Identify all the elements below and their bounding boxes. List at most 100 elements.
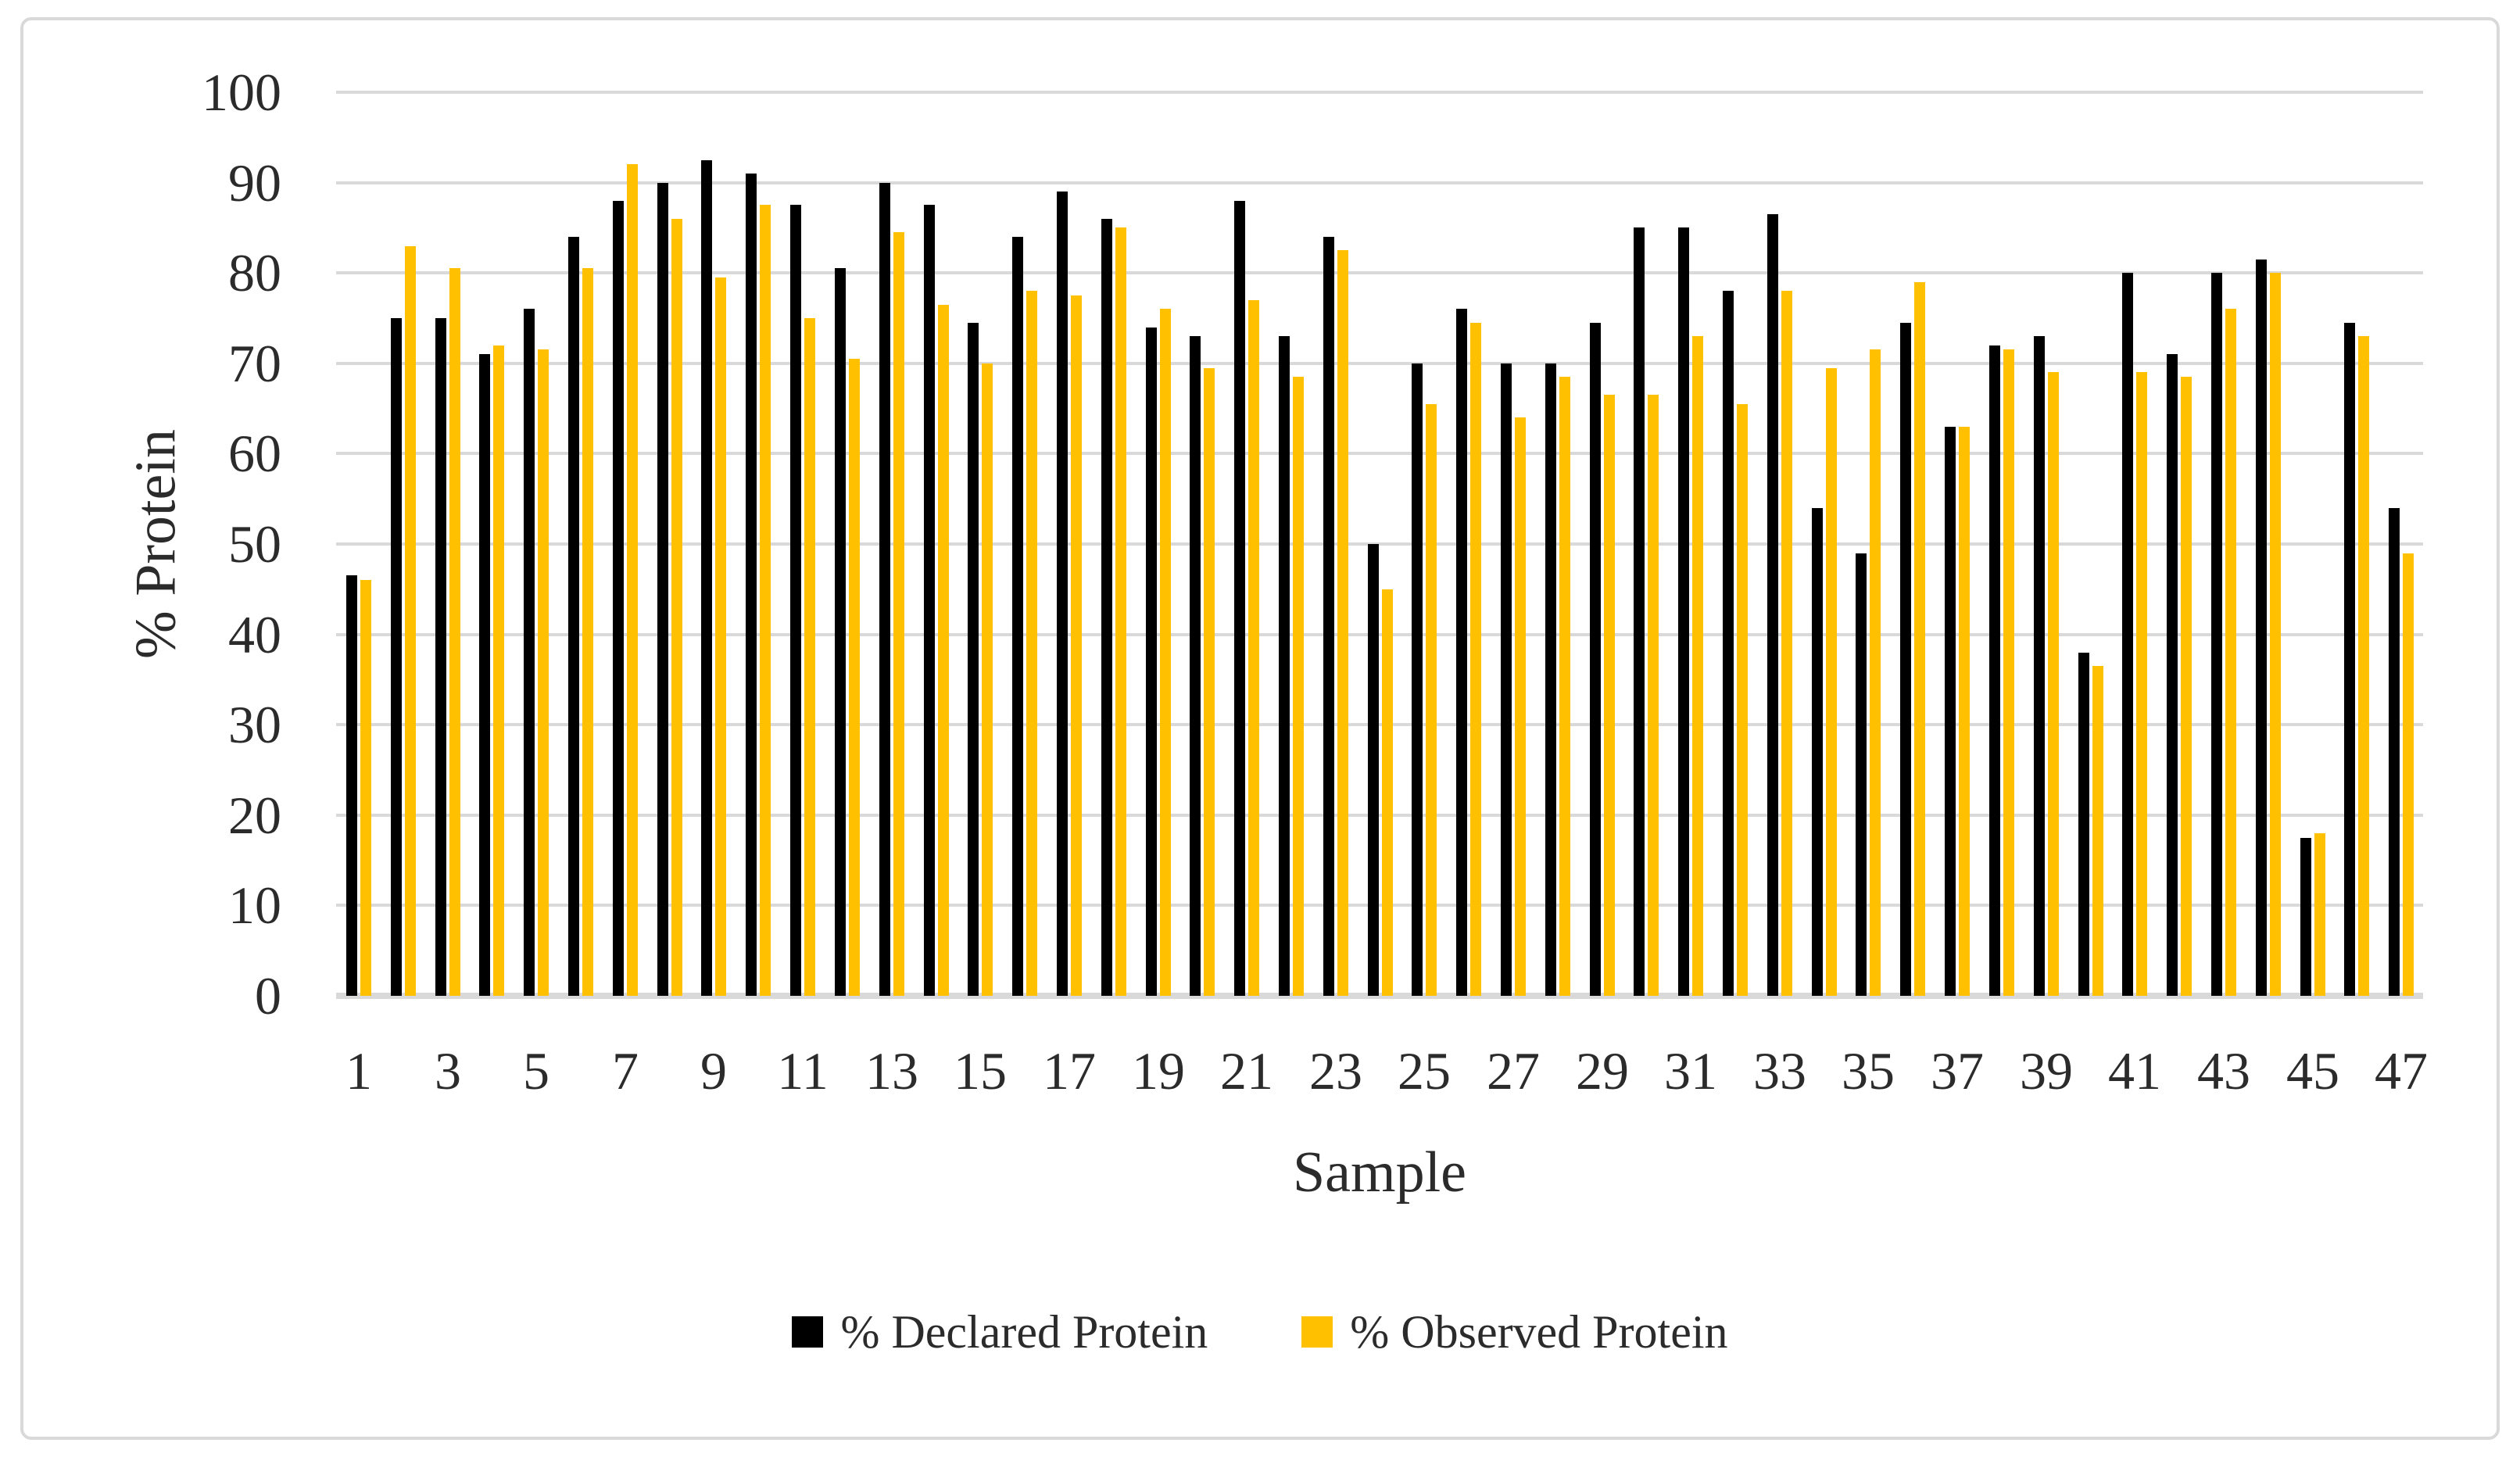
bar-observed-sample-7 bbox=[627, 164, 638, 996]
bar-declared-sample-16 bbox=[1012, 237, 1023, 996]
gridline-80 bbox=[336, 271, 2423, 275]
bar-declared-sample-9 bbox=[701, 160, 712, 996]
x-tick-label-7: 7 bbox=[612, 1041, 639, 1101]
x-tick-label-39: 39 bbox=[2020, 1041, 2073, 1101]
bar-observed-sample-36 bbox=[1914, 282, 1925, 996]
bar-observed-sample-16 bbox=[1026, 291, 1037, 996]
bar-declared-sample-26 bbox=[1456, 309, 1467, 996]
x-tick-label-31: 31 bbox=[1664, 1041, 1717, 1101]
legend-label-observed: % Observed Protein bbox=[1350, 1306, 1728, 1358]
bar-observed-sample-26 bbox=[1470, 323, 1481, 996]
bar-observed-sample-4 bbox=[493, 345, 504, 996]
y-tick-label-30: 30 bbox=[228, 695, 281, 755]
bar-declared-sample-23 bbox=[1323, 237, 1334, 996]
bar-observed-sample-28 bbox=[1559, 377, 1570, 996]
bar-declared-sample-27 bbox=[1501, 363, 1512, 996]
bar-observed-sample-35 bbox=[1870, 349, 1881, 996]
legend-label-declared: % Declared Protein bbox=[840, 1306, 1208, 1358]
x-tick-label-21: 21 bbox=[1220, 1041, 1273, 1101]
bar-observed-sample-23 bbox=[1337, 250, 1348, 996]
bar-declared-sample-41 bbox=[2122, 273, 2133, 996]
x-axis-title: Sample bbox=[1293, 1140, 1466, 1205]
bar-observed-sample-24 bbox=[1382, 589, 1393, 996]
bar-declared-sample-43 bbox=[2211, 273, 2222, 996]
bar-observed-sample-43 bbox=[2225, 309, 2236, 996]
bar-declared-sample-4 bbox=[479, 354, 490, 996]
bar-declared-sample-35 bbox=[1856, 553, 1867, 996]
bar-declared-sample-3 bbox=[435, 318, 446, 996]
bar-observed-sample-42 bbox=[2181, 377, 2192, 996]
bar-observed-sample-47 bbox=[2403, 553, 2414, 996]
bar-observed-sample-40 bbox=[2092, 666, 2103, 996]
bar-declared-sample-6 bbox=[568, 237, 579, 996]
y-tick-label-70: 70 bbox=[228, 333, 281, 393]
plot-area bbox=[336, 91, 2423, 999]
bar-declared-sample-36 bbox=[1900, 323, 1911, 996]
x-tick-label-1: 1 bbox=[345, 1041, 372, 1101]
bar-declared-sample-17 bbox=[1057, 192, 1068, 996]
x-tick-label-19: 19 bbox=[1132, 1041, 1185, 1101]
x-tick-label-45: 45 bbox=[2286, 1041, 2339, 1101]
x-tick-label-13: 13 bbox=[865, 1041, 918, 1101]
gridline-20 bbox=[336, 813, 2423, 817]
x-tick-label-25: 25 bbox=[1398, 1041, 1451, 1101]
x-tick-label-41: 41 bbox=[2108, 1041, 2161, 1101]
bar-declared-sample-33 bbox=[1767, 214, 1778, 996]
bar-declared-sample-15 bbox=[968, 323, 979, 996]
bar-declared-sample-28 bbox=[1545, 363, 1556, 996]
bar-observed-sample-15 bbox=[982, 363, 993, 996]
x-tick-label-27: 27 bbox=[1487, 1041, 1540, 1101]
x-tick-label-35: 35 bbox=[1842, 1041, 1895, 1101]
bar-observed-sample-34 bbox=[1826, 368, 1837, 996]
gridline-60 bbox=[336, 452, 2423, 456]
bar-declared-sample-31 bbox=[1678, 227, 1689, 996]
bar-observed-sample-44 bbox=[2270, 273, 2281, 996]
bar-observed-sample-30 bbox=[1648, 395, 1659, 996]
bar-observed-sample-20 bbox=[1204, 368, 1215, 996]
bar-declared-sample-10 bbox=[746, 174, 757, 996]
bar-declared-sample-5 bbox=[524, 309, 535, 996]
bar-declared-sample-32 bbox=[1723, 291, 1734, 996]
bar-declared-sample-21 bbox=[1234, 201, 1245, 996]
bar-observed-sample-17 bbox=[1071, 295, 1082, 996]
bar-observed-sample-27 bbox=[1515, 417, 1526, 996]
x-tick-label-9: 9 bbox=[700, 1041, 727, 1101]
bar-observed-sample-9 bbox=[715, 277, 726, 996]
y-tick-label-100: 100 bbox=[202, 63, 281, 122]
bar-declared-sample-25 bbox=[1412, 363, 1423, 996]
bar-observed-sample-14 bbox=[938, 305, 949, 996]
bar-observed-sample-2 bbox=[405, 246, 416, 996]
gridline-0 bbox=[336, 993, 2423, 999]
x-tick-label-3: 3 bbox=[435, 1041, 461, 1101]
bar-observed-sample-19 bbox=[1160, 309, 1171, 996]
x-tick-label-29: 29 bbox=[1576, 1041, 1629, 1101]
y-tick-label-50: 50 bbox=[228, 514, 281, 574]
y-tick-label-60: 60 bbox=[228, 424, 281, 484]
bar-declared-sample-44 bbox=[2256, 260, 2267, 996]
x-tick-label-15: 15 bbox=[954, 1041, 1007, 1101]
bar-observed-sample-11 bbox=[804, 318, 815, 996]
bar-observed-sample-13 bbox=[893, 232, 904, 996]
bar-declared-sample-47 bbox=[2389, 508, 2400, 996]
gridline-10 bbox=[336, 904, 2423, 907]
bar-observed-sample-38 bbox=[2003, 349, 2014, 996]
bar-declared-sample-34 bbox=[1812, 508, 1823, 996]
gridline-50 bbox=[336, 542, 2423, 546]
bar-declared-sample-2 bbox=[391, 318, 402, 996]
x-tick-label-17: 17 bbox=[1043, 1041, 1096, 1101]
bar-observed-sample-1 bbox=[360, 580, 371, 996]
x-tick-label-47: 47 bbox=[2375, 1041, 2428, 1101]
gridline-90 bbox=[336, 181, 2423, 184]
bar-declared-sample-11 bbox=[790, 205, 801, 996]
x-tick-label-37: 37 bbox=[1931, 1041, 1984, 1101]
y-tick-label-10: 10 bbox=[228, 875, 281, 936]
bar-observed-sample-6 bbox=[582, 268, 593, 996]
x-tick-label-11: 11 bbox=[777, 1041, 829, 1101]
bar-observed-sample-37 bbox=[1959, 427, 1970, 996]
bar-declared-sample-42 bbox=[2167, 354, 2178, 996]
y-tick-label-0: 0 bbox=[255, 966, 281, 1026]
bar-declared-sample-22 bbox=[1279, 336, 1290, 996]
declared-protein-swatch-icon bbox=[792, 1316, 824, 1348]
bar-observed-sample-10 bbox=[760, 205, 771, 996]
